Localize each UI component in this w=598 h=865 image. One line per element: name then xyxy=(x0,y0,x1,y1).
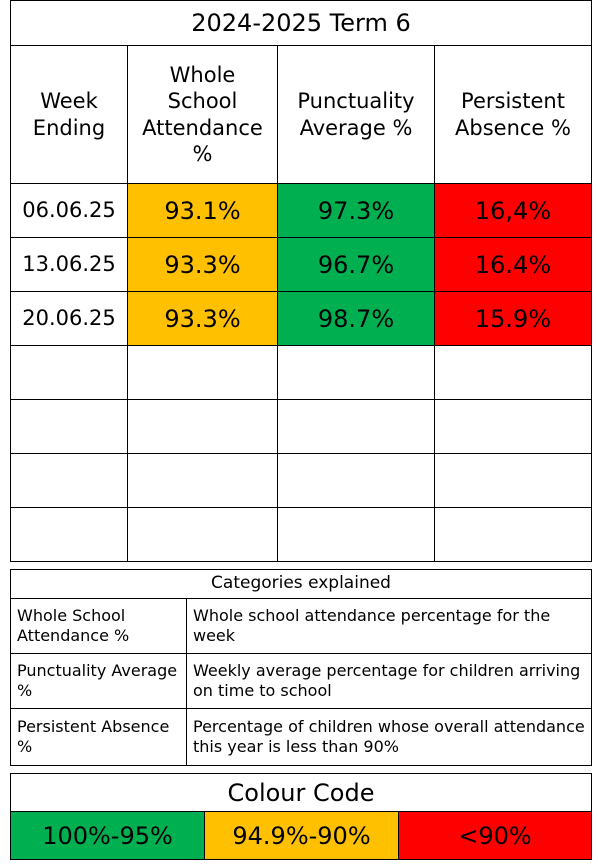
column-header: Whole School Attendance % xyxy=(127,45,278,184)
empty-cell xyxy=(434,507,592,562)
table-title: 2024-2025 Term 6 xyxy=(10,0,592,46)
empty-cell xyxy=(277,507,435,562)
value-cell: 16.4% xyxy=(434,237,592,292)
categories-title: Categories explained xyxy=(10,569,592,599)
column-header: Punctuality Average % xyxy=(277,45,435,184)
empty-cell xyxy=(10,345,128,400)
colour-code-title: Colour Code xyxy=(10,773,592,812)
column-header: Persistent Absence % xyxy=(434,45,592,184)
value-cell: 97.3% xyxy=(277,183,435,238)
value-cell: 93.1% xyxy=(127,183,278,238)
colour-key: <90% xyxy=(398,811,592,860)
empty-cell xyxy=(434,345,592,400)
value-cell: 93.3% xyxy=(127,237,278,292)
empty-cell xyxy=(434,399,592,454)
value-cell: 93.3% xyxy=(127,291,278,346)
category-description: Whole school attendance percentage for t… xyxy=(186,598,592,654)
column-header: Week Ending xyxy=(10,45,128,184)
colour-key: 100%-95% xyxy=(10,811,205,860)
colour-key: 94.9%-90% xyxy=(204,811,399,860)
empty-cell xyxy=(434,453,592,508)
empty-cell xyxy=(277,453,435,508)
empty-cell xyxy=(277,345,435,400)
empty-cell xyxy=(127,345,278,400)
week-cell: 20.06.25 xyxy=(10,291,128,346)
empty-cell xyxy=(127,453,278,508)
value-cell: 98.7% xyxy=(277,291,435,346)
empty-cell xyxy=(127,399,278,454)
empty-cell xyxy=(10,399,128,454)
empty-cell xyxy=(10,507,128,562)
value-cell: 15.9% xyxy=(434,291,592,346)
week-cell: 13.06.25 xyxy=(10,237,128,292)
empty-cell xyxy=(277,399,435,454)
category-description: Percentage of children whose overall att… xyxy=(186,708,592,766)
value-cell: 16,4% xyxy=(434,183,592,238)
empty-cell xyxy=(10,453,128,508)
category-name: Punctuality Average % xyxy=(10,653,187,709)
value-cell: 96.7% xyxy=(277,237,435,292)
empty-cell xyxy=(127,507,278,562)
category-name: Persistent Absence % xyxy=(10,708,187,766)
week-cell: 06.06.25 xyxy=(10,183,128,238)
category-name: Whole School Attendance % xyxy=(10,598,187,654)
category-description: Weekly average percentage for children a… xyxy=(186,653,592,709)
